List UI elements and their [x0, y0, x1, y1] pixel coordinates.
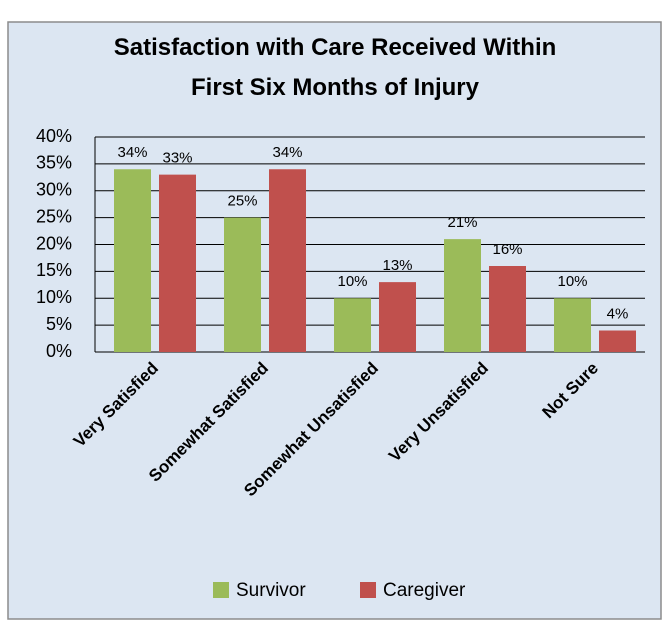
data-label: 10%	[337, 273, 367, 290]
y-tick-label: 25%	[36, 206, 72, 226]
chart-title: Satisfaction with Care Received Within F…	[113, 34, 557, 101]
y-tick-label: 10%	[36, 287, 72, 307]
y-tick-label: 0%	[46, 341, 72, 361]
y-tick-label: 5%	[46, 314, 72, 334]
data-label: 13%	[382, 257, 412, 274]
data-label: 34%	[272, 144, 302, 161]
bar	[379, 282, 416, 352]
data-label: 33%	[162, 150, 192, 167]
y-tick-label: 20%	[36, 233, 72, 253]
legend-swatch	[213, 582, 229, 598]
bar	[114, 169, 151, 352]
bar	[224, 217, 261, 352]
data-label: 25%	[227, 193, 257, 210]
y-tick-label: 15%	[36, 260, 72, 280]
bar	[554, 298, 591, 352]
bar	[599, 330, 636, 352]
bar	[489, 266, 526, 352]
bar	[159, 174, 196, 352]
y-tick-label: 35%	[36, 153, 72, 173]
bar	[444, 239, 481, 352]
legend-swatch	[360, 582, 376, 598]
data-label: 16%	[492, 241, 522, 258]
bar	[334, 298, 371, 352]
data-label: 21%	[447, 214, 477, 231]
data-label: 4%	[607, 305, 629, 322]
y-tick-label: 30%	[36, 180, 72, 200]
data-label: 10%	[557, 273, 587, 290]
legend-label: Survivor	[236, 580, 306, 601]
legend-label: Caregiver	[383, 580, 466, 601]
data-label: 34%	[117, 144, 147, 161]
y-tick-label: 40%	[36, 126, 72, 146]
bar	[269, 169, 306, 352]
